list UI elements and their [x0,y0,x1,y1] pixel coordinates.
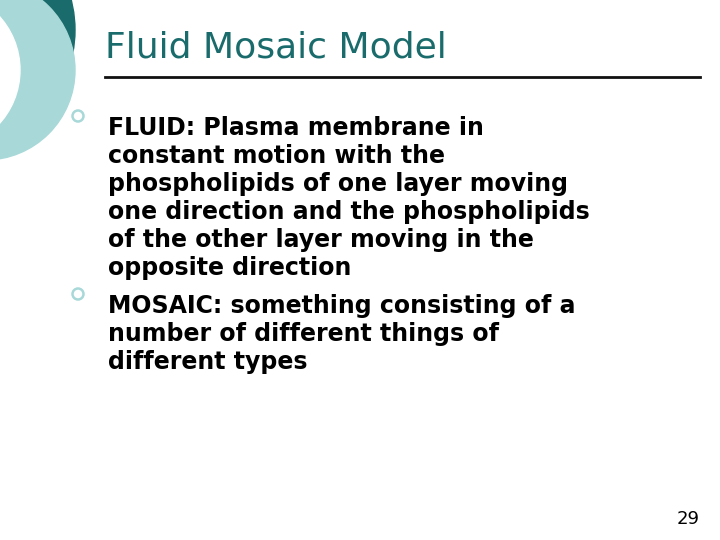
Text: phospholipids of one layer moving: phospholipids of one layer moving [108,172,568,196]
Text: of the other layer moving in the: of the other layer moving in the [108,228,534,252]
Text: one direction and the phospholipids: one direction and the phospholipids [108,200,590,224]
Circle shape [0,0,75,160]
Text: number of different things of: number of different things of [108,322,499,346]
Text: Fluid Mosaic Model: Fluid Mosaic Model [105,31,446,65]
Text: constant motion with the: constant motion with the [108,144,445,168]
Text: opposite direction: opposite direction [108,256,351,280]
Text: MOSAIC: something consisting of a: MOSAIC: something consisting of a [108,294,575,318]
Text: different types: different types [108,350,307,374]
Text: 29: 29 [677,510,700,528]
Text: FLUID: Plasma membrane in: FLUID: Plasma membrane in [108,116,484,140]
Circle shape [0,0,75,150]
Circle shape [0,0,20,150]
